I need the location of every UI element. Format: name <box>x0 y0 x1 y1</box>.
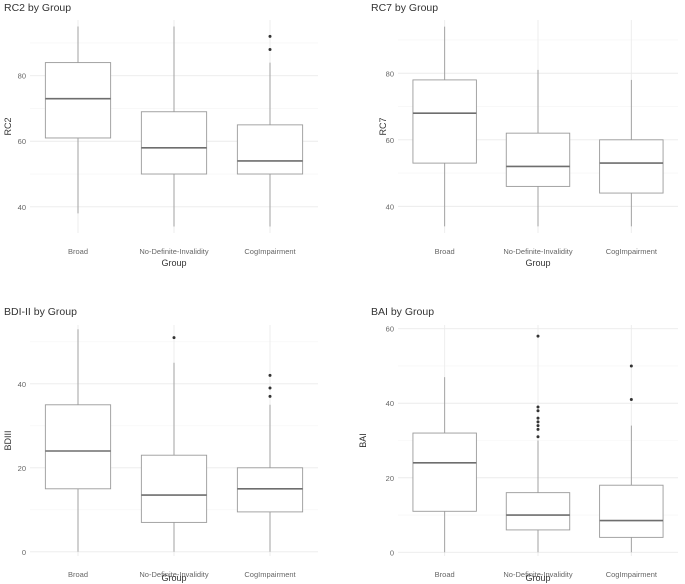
box-Broad <box>412 377 477 553</box>
y-tick-label: 20 <box>18 464 26 473</box>
x-tick-label: No-Definite-Invalidity <box>139 570 208 579</box>
y-tick-label: 40 <box>386 202 394 211</box>
outlier-point <box>268 373 272 377</box>
x-axis-title: Group <box>161 258 186 268</box>
iqr-box <box>412 432 477 512</box>
outlier-point <box>629 364 633 368</box>
box-Broad <box>412 26 477 227</box>
x-tick-label: CogImpairment <box>606 247 658 256</box>
box-No-Definite-Invalidity <box>140 336 208 552</box>
y-tick-label: 80 <box>386 69 394 78</box>
chart-title: RC2 by Group <box>4 2 71 14</box>
outlier-point <box>268 34 272 38</box>
outlier-point <box>536 409 540 413</box>
box-Broad <box>44 26 112 214</box>
outlier-point <box>536 420 540 424</box>
iqr-box <box>140 111 208 175</box>
x-tick-label: CogImpairment <box>244 247 296 256</box>
y-tick-label: 40 <box>386 399 394 408</box>
x-tick-label: Broad <box>435 570 455 579</box>
box-CogImpairment <box>599 79 664 227</box>
iqr-box <box>505 492 571 531</box>
outlier-point <box>268 386 272 390</box>
box-No-Definite-Invalidity <box>505 334 571 553</box>
y-tick-label: 0 <box>390 548 394 557</box>
y-axis-title: RC2 <box>3 117 13 135</box>
outlier-point <box>268 394 272 398</box>
y-tick-label: 80 <box>18 72 26 81</box>
outlier-point <box>536 405 540 409</box>
y-tick-label: 20 <box>386 474 394 483</box>
box-CogImpairment <box>599 364 664 553</box>
x-axis-title: Group <box>161 573 186 583</box>
iqr-box <box>236 124 304 175</box>
box-No-Definite-Invalidity <box>505 69 571 227</box>
box-No-Definite-Invalidity <box>140 26 208 227</box>
iqr-box <box>44 62 112 139</box>
x-axis-title: Group <box>525 573 550 583</box>
iqr-box <box>505 132 571 187</box>
panel-4: 0 20 40 60 Broad No-Definite-Invalidity CogImp… <box>358 306 678 583</box>
chart-title: BAI by Group <box>371 306 434 318</box>
x-tick-label: Broad <box>68 570 88 579</box>
outlier-point <box>536 334 540 338</box>
iqr-box <box>599 139 664 194</box>
box-CogImpairment <box>236 34 304 227</box>
iqr-box <box>140 454 208 523</box>
box-CogImpairment <box>236 373 304 552</box>
iqr-box <box>236 467 304 513</box>
x-tick-label: No-Definite-Invalidity <box>139 247 208 256</box>
iqr-box <box>44 404 112 490</box>
x-tick-label: CogImpairment <box>606 570 658 579</box>
outlier-point <box>536 435 540 439</box>
outlier-point <box>268 47 272 51</box>
outlier-point <box>172 336 176 340</box>
x-tick-label: Broad <box>68 247 88 256</box>
panel-3: 0 20 40 Broad No-Definite-Invalidity CogImpai… <box>3 306 318 583</box>
outlier-point <box>629 398 633 402</box>
outlier-point <box>536 427 540 431</box>
y-tick-label: 40 <box>18 380 26 389</box>
chart-title: BDI-II by Group <box>4 306 77 318</box>
outlier-point <box>536 424 540 428</box>
x-tick-label: No-Definite-Invalidity <box>503 570 572 579</box>
y-tick-label: 0 <box>22 548 26 557</box>
y-axis-title: BAI <box>358 433 368 448</box>
panel-2: 40 60 80 Broad No-Definite-Invalidity CogImpa… <box>371 2 678 268</box>
x-tick-label: No-Definite-Invalidity <box>503 247 572 256</box>
y-tick-label: 40 <box>18 203 26 212</box>
y-axis-title: BDIII <box>3 430 13 450</box>
chart-title: RC7 by Group <box>371 2 438 14</box>
y-tick-label: 60 <box>386 325 394 334</box>
x-tick-label: CogImpairment <box>244 570 296 579</box>
x-tick-label: Broad <box>435 247 455 256</box>
box-Broad <box>44 329 112 552</box>
iqr-box <box>599 484 664 538</box>
y-axis-title: RC7 <box>378 117 388 135</box>
outlier-point <box>536 416 540 420</box>
x-axis-title: Group <box>525 258 550 268</box>
y-tick-label: 60 <box>386 136 394 145</box>
panel-1: 40 60 80 Broad No-Definite-Invalidity CogImpa… <box>3 2 318 268</box>
iqr-box <box>412 79 477 164</box>
y-tick-label: 60 <box>18 137 26 146</box>
